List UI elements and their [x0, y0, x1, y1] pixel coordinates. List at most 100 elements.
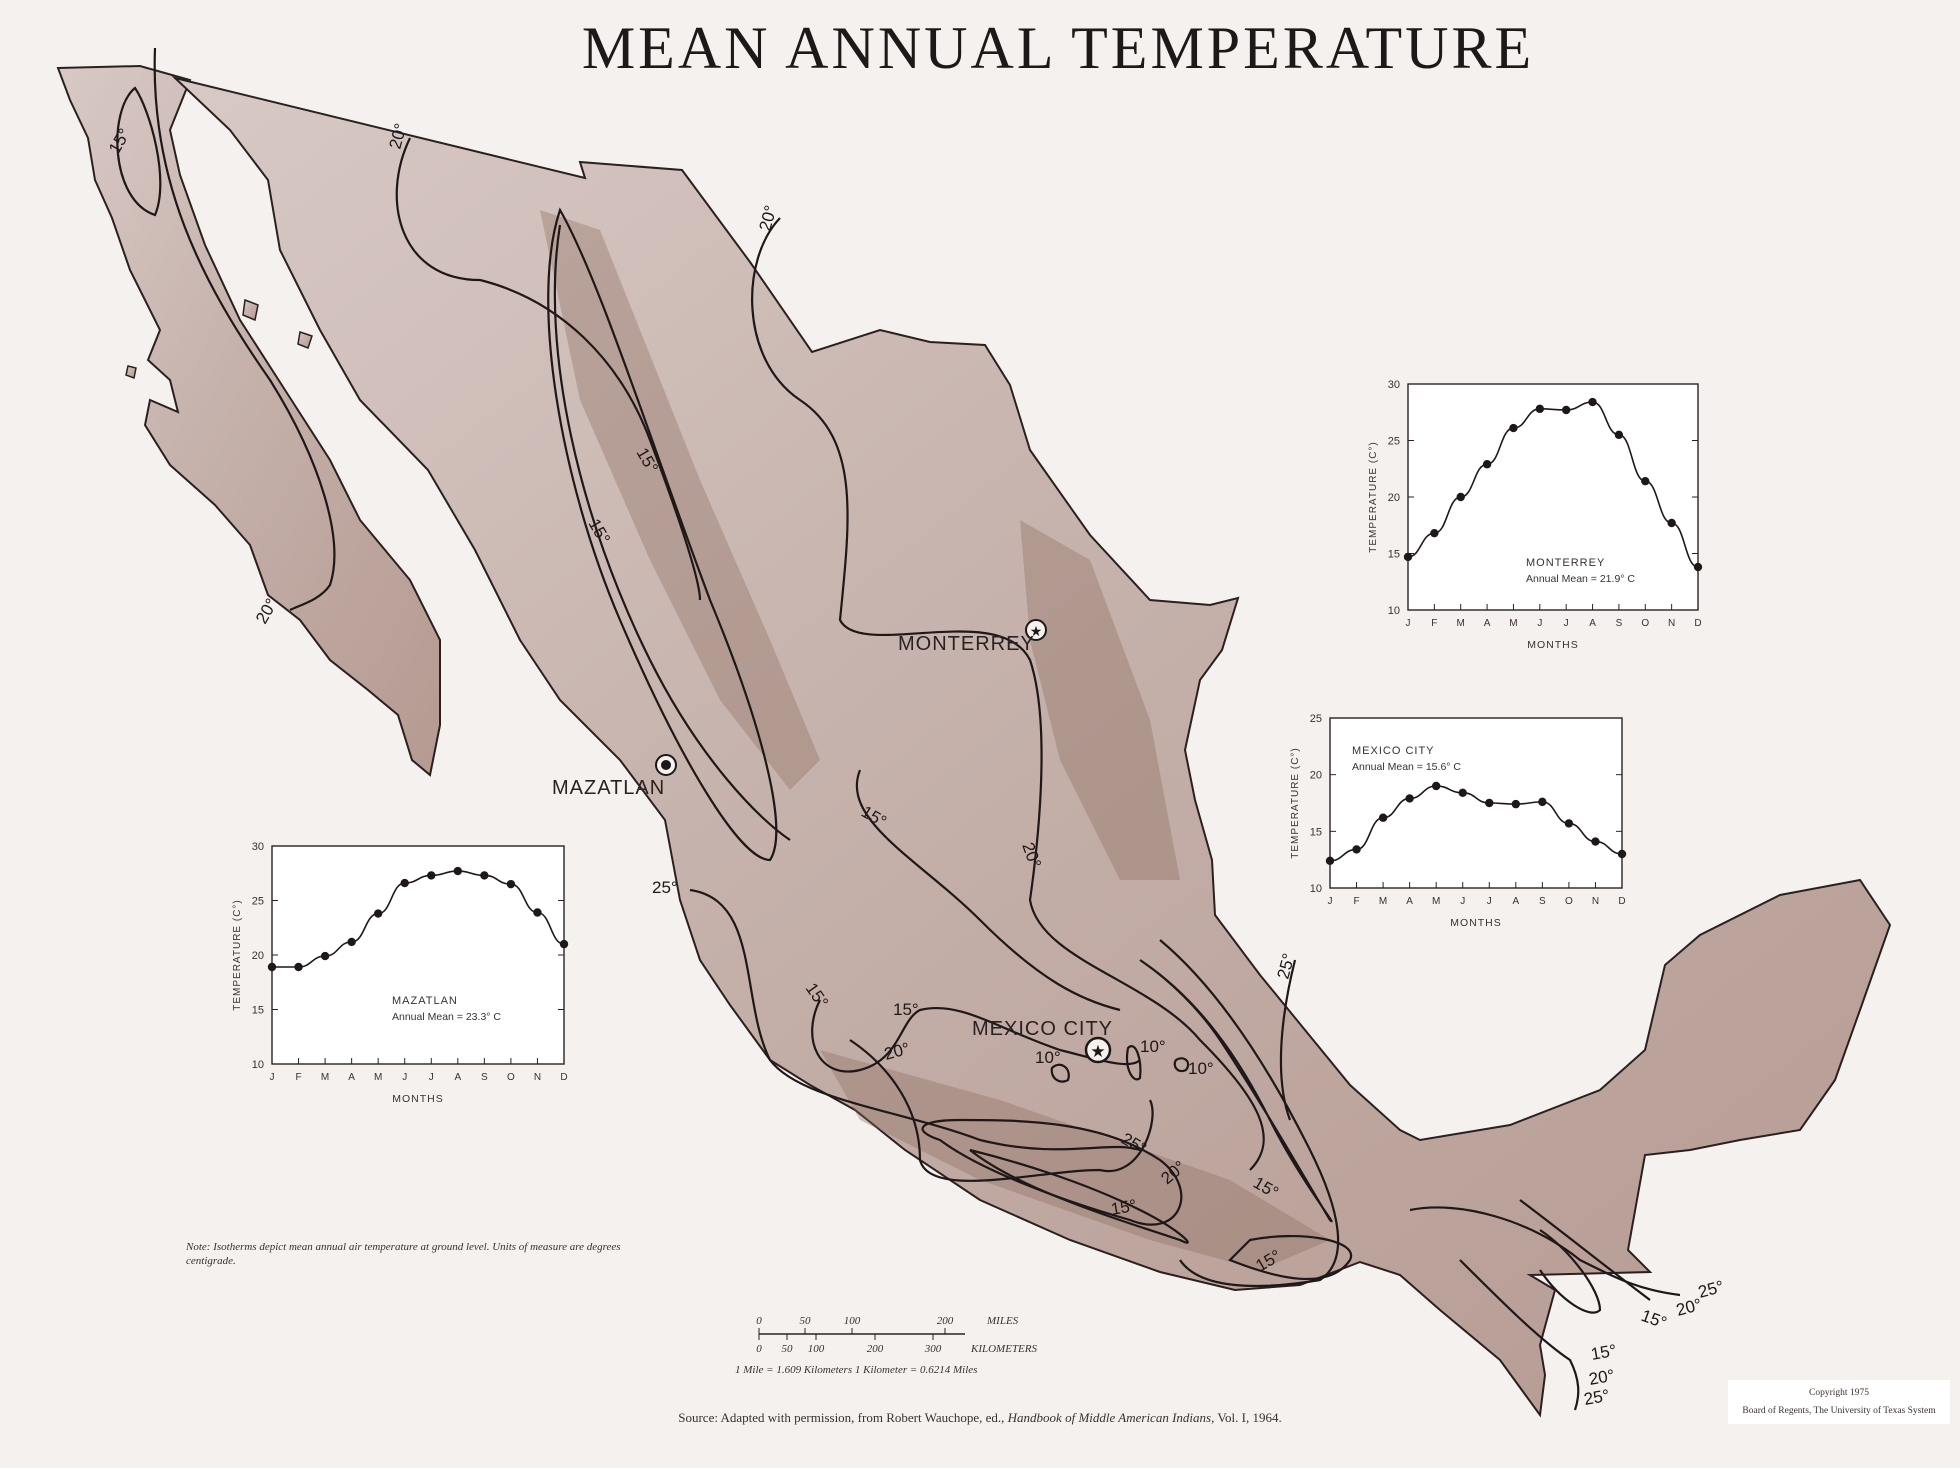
x-tick-label: J: [270, 1072, 275, 1083]
data-point: [506, 879, 516, 889]
x-tick-label: A: [1484, 618, 1491, 629]
x-tick-label: J: [1487, 896, 1492, 907]
isotherm-25-west: [689, 888, 1141, 1152]
chart-subtitle: Annual Mean = 23.3° C: [392, 1011, 501, 1023]
x-tick-label: O: [1641, 618, 1649, 629]
x-tick-label: M: [321, 1072, 329, 1083]
y-tick-label: 10: [252, 1059, 264, 1071]
data-point: [1693, 562, 1703, 572]
isotherm-15-oaxaca: [969, 1148, 1189, 1244]
x-tick-label: M: [1432, 896, 1440, 907]
data-point: [1535, 404, 1545, 414]
x-tick-label: A: [1589, 618, 1596, 629]
plot-frame: [271, 845, 565, 1065]
x-tick-label: F: [295, 1072, 301, 1083]
isotherm-label: 20°: [756, 203, 781, 233]
island: [125, 365, 137, 380]
mazatlan-temperature-chart: 10 15 20 25 30 J F M A M J J A S O N D MAZATLAN Annual Mea…: [224, 840, 576, 1124]
scale-bar-graphic: 0 50 100 200 0 50 100 200 300 MILES KILOMETERS: [756, 1315, 1037, 1355]
data-point: [1405, 794, 1414, 803]
data-point: [480, 871, 489, 880]
city-label-mazatlan: MAZATLAN: [552, 777, 665, 799]
chart-subtitle: Annual Mean = 21.9° C: [1526, 573, 1635, 585]
x-axis-title: MONTHS: [1527, 639, 1579, 651]
x-tick-label: M: [374, 1072, 382, 1083]
x-tick-label: J: [402, 1072, 407, 1083]
x-tick-label: J: [1564, 618, 1569, 629]
x-tick-label: D: [1618, 896, 1625, 907]
km-tick-label: 200: [867, 1343, 884, 1355]
mile-tick-label: 0: [756, 1315, 762, 1327]
km-tick-label: 300: [924, 1343, 942, 1355]
plot-frame: [1329, 717, 1623, 889]
isotherm-25-east-coast: [1279, 959, 1297, 1121]
isotherm-20-south: [849, 1039, 1154, 1182]
x-tick-label: F: [1353, 896, 1359, 907]
x-tick-label: D: [1694, 618, 1701, 629]
copyright-notice: Copyright 1975 Board of Regents, The Uni…: [1728, 1380, 1950, 1424]
y-tick-label: 25: [1310, 713, 1322, 725]
y-tick-label: 20: [1388, 492, 1400, 504]
mexico-city-marker[interactable]: ★ MEXICO CITY: [972, 1018, 1113, 1064]
data-point: [1482, 460, 1492, 469]
sierra-madre-del-sur-relief: [820, 1050, 1330, 1270]
x-tick-label: O: [507, 1072, 515, 1083]
monterrey-chart-svg: 10 15 20 25 30 J F M A M J J A S O N D MONTERREY Annual Me…: [1368, 379, 1703, 651]
y-tick-label: 30: [252, 841, 264, 853]
data-point: [453, 866, 463, 876]
isotherm-label: 15°: [1589, 1341, 1618, 1364]
y-tick-label: 10: [1388, 605, 1400, 617]
x-tick-label: J: [1328, 896, 1333, 907]
x-tick-label: D: [560, 1072, 567, 1083]
data-point: [1458, 788, 1467, 797]
y-tick-label: 20: [252, 950, 264, 962]
km-tick-label: 100: [808, 1343, 825, 1355]
isotherm-label: 25°: [652, 878, 678, 897]
x-tick-label: S: [481, 1072, 488, 1083]
city-label-mexico-city: MEXICO CITY: [972, 1018, 1113, 1040]
isotherm-20-east: [1159, 939, 1340, 1288]
chart-title: MEXICO CITY: [1352, 745, 1435, 757]
isotherm-label: 25°: [1582, 1386, 1611, 1409]
monterrey-marker[interactable]: ★ MONTERREY: [898, 619, 1047, 655]
dot-circle-icon-center: [661, 760, 671, 770]
scale-conversion: 1 Mile = 1.609 Kilometers 1 Kilometer = …: [735, 1364, 978, 1376]
isotherm-label: 25°: [1696, 1277, 1726, 1302]
isotherm-15-sierra-occ-1: [547, 207, 778, 862]
x-axis-title: MONTHS: [1450, 917, 1502, 929]
data-point: [1403, 552, 1413, 562]
x-tick-label: A: [1512, 896, 1519, 907]
x-tick-label: N: [1668, 618, 1675, 629]
chart-title: MAZATLAN: [392, 995, 458, 1007]
isotherm-label: 15°: [1639, 1306, 1670, 1333]
data-point: [1641, 476, 1650, 486]
x-tick-label: J: [1460, 896, 1465, 907]
mexico-city-temperature-chart: 10 15 20 25 J F M A M J J A S O N D MEXICO CITY Annual Me…: [1282, 712, 1634, 948]
x-tick-label: A: [348, 1072, 355, 1083]
chart-subtitle: Annual Mean = 15.6° C: [1352, 761, 1461, 773]
isotherm-15-baja: [116, 86, 162, 217]
island: [297, 331, 313, 349]
isotherm-label: 15°: [893, 1000, 919, 1019]
isotherm-label: 10°: [1140, 1037, 1166, 1056]
star-icon: [1025, 619, 1047, 641]
star-glyph: ★: [1090, 1042, 1105, 1061]
data-point: [1511, 799, 1521, 809]
mazatlan-marker[interactable]: MAZATLAN: [552, 754, 677, 799]
isotherm-chiapas-inner: [1539, 1229, 1602, 1314]
mazatlan-chart-svg: 10 15 20 25 30 J F M A M J J A S O N D MAZATLAN Annual Mea…: [232, 841, 569, 1105]
x-tick-label: M: [1379, 896, 1387, 907]
mexico-city-chart-svg: 10 15 20 25 J F M A M J J A S O N D MEXICO CITY Annual Me…: [1290, 713, 1627, 929]
isotherms: [116, 47, 1681, 1411]
mile-ticks: 0 50 100 200: [756, 1315, 954, 1334]
isotherm-15-south-coast: [1228, 1234, 1353, 1280]
monterrey-temperature-chart: 10 15 20 25 30 J F M A M J J A S O N D MONTERREY Annual Me…: [1360, 378, 1710, 670]
island: [242, 298, 259, 322]
y-tick-label: 15: [1310, 826, 1322, 838]
x-axis-title: MONTHS: [392, 1093, 444, 1105]
source-prefix: Source: Adapted with permission, from Ro…: [678, 1410, 1005, 1425]
isotherm-label: 20°: [1674, 1295, 1704, 1320]
baja-california-landmass: [56, 64, 441, 777]
x-tick-label: N: [1592, 896, 1599, 907]
y-tick-label: 25: [252, 896, 264, 908]
